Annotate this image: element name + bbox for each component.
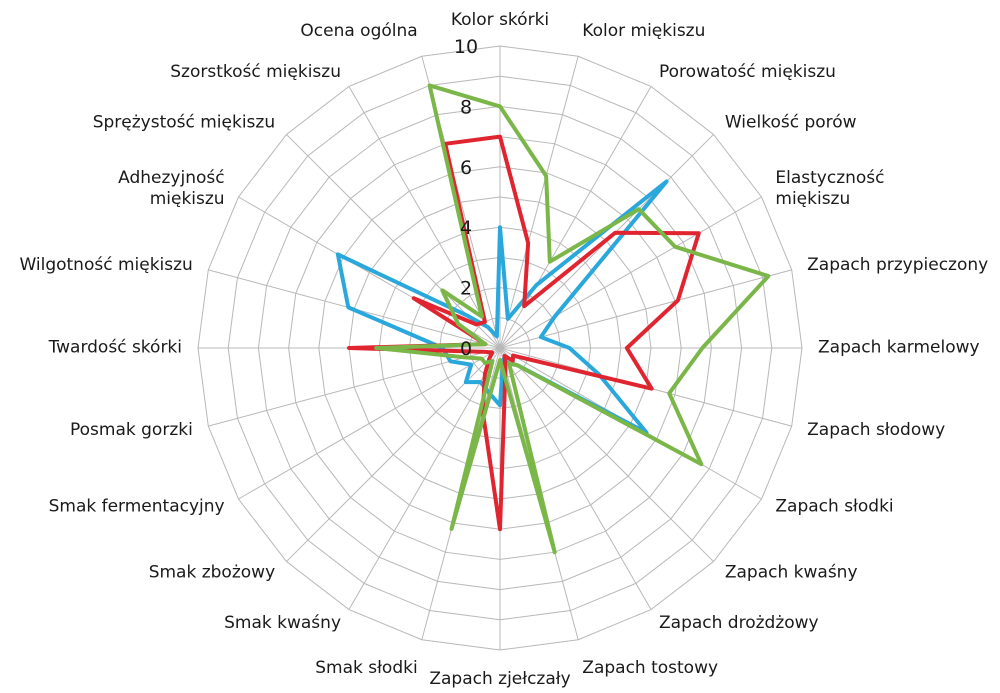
axis-spoke bbox=[348, 86, 501, 349]
axis-label-22: Sprężystość miękiszu bbox=[93, 113, 275, 133]
axis-spoke bbox=[499, 347, 714, 562]
axis-label-23: Szorstkość miękiszu bbox=[170, 62, 341, 82]
tick-label: 8 bbox=[460, 96, 472, 118]
axis-spoke bbox=[208, 347, 501, 427]
axis-label-line: Smak fermentacyjny bbox=[49, 497, 225, 517]
axis-label-line: Wielkość porów bbox=[725, 113, 857, 133]
series-3-line bbox=[374, 83, 771, 555]
axis-label-19: Twardość skórki bbox=[48, 338, 182, 358]
axis-label-line: Szorstkość miękiszu bbox=[170, 62, 341, 82]
axis-label-20: Wilgotność miękiszu bbox=[19, 255, 192, 275]
axis-label-13: Zapach zjełczały bbox=[429, 669, 570, 689]
axis-spoke bbox=[499, 196, 762, 349]
axis-label-line: Smak kwaśny bbox=[224, 613, 341, 633]
axis-label-24: Ocena ogólna bbox=[300, 21, 417, 41]
series-layer bbox=[335, 83, 771, 555]
axis-spoke bbox=[238, 347, 501, 500]
axis-label-4: Wielkość porów bbox=[725, 113, 857, 133]
tick-label: 0 bbox=[460, 338, 472, 360]
axis-label-line: Ocena ogólna bbox=[300, 21, 417, 41]
axis-label-line: Sprężystość miękiszu bbox=[93, 113, 275, 133]
axis-label-line: Zapach tostowy bbox=[582, 658, 718, 678]
tick-layer: 0 2 4 6 8 10 bbox=[454, 36, 478, 360]
axis-label-line: miękiszu bbox=[150, 189, 225, 209]
axis-label-line: Zapach drożdżowy bbox=[659, 613, 819, 633]
axis-label-10: Zapach kwaśny bbox=[725, 562, 858, 582]
axis-label-1: Kolor skórki bbox=[451, 10, 549, 30]
axis-label-line: Zapach zjełczały bbox=[429, 669, 570, 689]
axis-spoke bbox=[286, 347, 501, 562]
axis-label-6: Zapach przypieczony bbox=[807, 255, 988, 275]
tick-label: 6 bbox=[460, 157, 472, 179]
axis-label-line: Zapach kwaśny bbox=[725, 562, 858, 582]
axis-label-17: Smak fermentacyjny bbox=[49, 497, 225, 517]
axis-label-line: Smak słodki bbox=[315, 658, 417, 678]
tick-label: 10 bbox=[454, 36, 478, 58]
axis-label-line: Zapach karmelowy bbox=[818, 338, 980, 358]
axis-label-2: Kolor miękiszu bbox=[582, 21, 705, 41]
axis-label-line: Zapach słodki bbox=[775, 497, 893, 517]
axis-label-18: Posmak gorzki bbox=[70, 420, 193, 440]
axis-spoke bbox=[499, 56, 579, 349]
axis-label-line: Porowatość miękiszu bbox=[659, 62, 836, 82]
tick-label: 2 bbox=[460, 278, 472, 300]
axis-label-line: Kolor skórki bbox=[451, 10, 549, 30]
axis-label-14: Smak słodki bbox=[315, 658, 417, 678]
axis-label-line: Zapach przypieczony bbox=[807, 255, 988, 275]
axis-label-8: Zapach słodowy bbox=[807, 420, 945, 440]
tick-label: 4 bbox=[460, 217, 472, 239]
axis-label-line: miękiszu bbox=[775, 189, 850, 209]
axis-label-line: Zapach słodowy bbox=[807, 420, 945, 440]
axis-label-3: Porowatość miękiszu bbox=[659, 62, 836, 82]
axis-spoke bbox=[499, 347, 652, 610]
axis-spoke bbox=[499, 269, 792, 349]
series-2-line bbox=[347, 134, 701, 532]
series-1-line bbox=[335, 179, 669, 435]
axis-label-7: Zapach karmelowy bbox=[818, 338, 980, 358]
axis-label-12: Zapach tostowy bbox=[582, 658, 718, 678]
axis-label-line: Twardość skórki bbox=[48, 338, 182, 358]
axis-spoke bbox=[348, 347, 501, 610]
axis-label-line: Smak zbożowy bbox=[149, 562, 275, 582]
axis-label-15: Smak kwaśny bbox=[224, 613, 341, 633]
axis-label-line: Posmak gorzki bbox=[70, 420, 193, 440]
axis-label-line: Wilgotność miękiszu bbox=[19, 255, 192, 275]
axis-label-line: Elastyczność bbox=[775, 168, 884, 188]
axis-label-layer: Kolor skórki Kolor miękiszu Porowatość mię… bbox=[19, 10, 988, 689]
axis-label-11: Zapach drożdżowy bbox=[659, 613, 819, 633]
axis-label-16: Smak zbożowy bbox=[149, 562, 275, 582]
axis-label-line: Adhezyjność bbox=[118, 168, 224, 188]
axis-label-line: Kolor miękiszu bbox=[582, 21, 705, 41]
axis-label-9: Zapach słodki bbox=[775, 497, 893, 517]
